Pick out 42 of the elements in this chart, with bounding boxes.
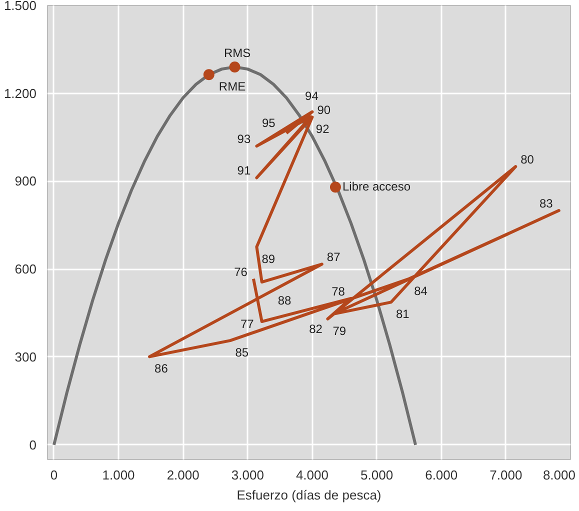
- x-tick-label: 7.000: [490, 468, 522, 482]
- annotation: 87: [326, 250, 341, 264]
- y-tick-label: 1.500: [4, 0, 37, 13]
- annotation: 94: [305, 88, 319, 103]
- annotation: 78: [332, 284, 346, 298]
- x-tick-label: 4.000: [296, 468, 329, 482]
- annotation: 82: [309, 322, 323, 336]
- point: [203, 69, 214, 80]
- y-tick-label: 600: [14, 262, 37, 277]
- annotation: 84: [414, 284, 428, 298]
- annotation: RMS: [224, 46, 251, 60]
- annotation: 83: [539, 196, 554, 211]
- x-axis-title: Esfuerzo (días de pesca): [236, 488, 382, 502]
- point: [229, 62, 240, 72]
- annotation: 89: [262, 252, 276, 266]
- annotation: 81: [396, 307, 410, 322]
- y-tick-label: 300: [14, 349, 37, 364]
- annotation: 95: [262, 116, 276, 130]
- x-tick-label: 6.000: [425, 468, 458, 482]
- annotation: 85: [235, 346, 249, 360]
- x-tick-label: 1.000: [102, 468, 135, 482]
- x-tick-label: 2.000: [166, 468, 200, 482]
- x-tick-label: 8.000: [542, 468, 576, 482]
- annotation: 86: [154, 362, 168, 376]
- point: [330, 182, 341, 193]
- annotation: 93: [237, 132, 251, 146]
- annotation: 79: [332, 324, 346, 338]
- annotation: RME: [218, 80, 246, 94]
- x-tick-label: 0: [50, 468, 58, 482]
- annotation: 88: [278, 294, 292, 308]
- x-tick-label: 5.000: [360, 468, 394, 482]
- y-tick-label: 900: [14, 174, 37, 189]
- annotation: 91: [237, 164, 251, 178]
- annotation: Libre acceso: [342, 180, 411, 194]
- annotation: 76: [234, 264, 248, 279]
- annotation: 77: [240, 317, 254, 332]
- annotation: 80: [520, 152, 534, 167]
- y-tick-label: 0: [29, 437, 37, 452]
- x-tick-label: 3.000: [231, 468, 264, 482]
- annotation: 92: [316, 122, 330, 136]
- y-tick-label: 1.200: [4, 86, 37, 101]
- annotation: 90: [317, 103, 331, 118]
